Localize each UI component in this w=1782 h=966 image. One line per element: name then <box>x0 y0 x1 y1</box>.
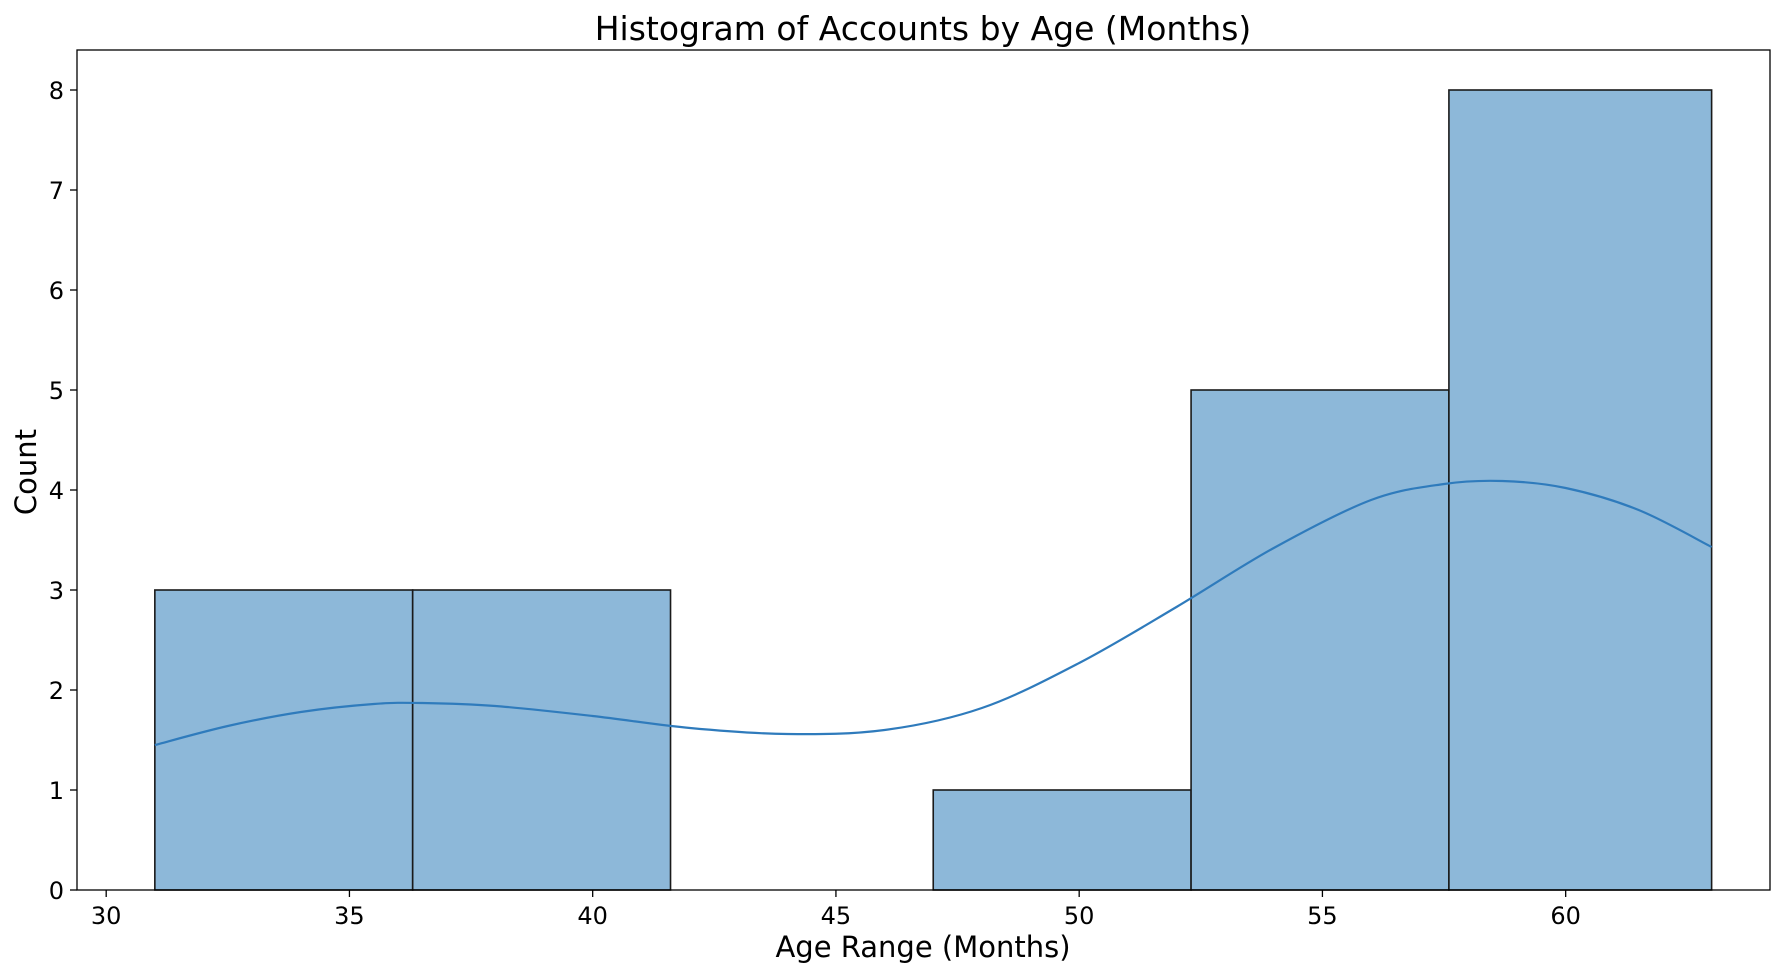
y-tick-label: 5 <box>49 377 64 405</box>
chart-title: Histogram of Accounts by Age (Months) <box>595 9 1252 48</box>
kde-curve <box>154 479 1713 747</box>
x-tick-label: 40 <box>577 902 608 930</box>
x-tick-label: 55 <box>1307 902 1338 930</box>
y-tick-label: 8 <box>49 77 64 105</box>
x-tick-label: 35 <box>334 902 365 930</box>
y-tick-label: 7 <box>49 177 64 205</box>
y-tick-label: 6 <box>49 277 64 305</box>
y-tick-label: 4 <box>49 477 64 505</box>
y-axis-ticks: 0 1 2 3 4 5 6 7 8 <box>49 77 77 905</box>
histogram-bar-6 <box>1448 89 1713 891</box>
kde-group <box>154 479 1713 747</box>
x-tick-label: 60 <box>1550 902 1581 930</box>
plot-frame <box>76 49 1771 891</box>
x-axis-label: Age Range (Months) <box>775 930 1070 964</box>
y-tick-label: 1 <box>49 777 64 805</box>
histogram-bar-4 <box>932 789 1192 891</box>
y-tick-label: 0 <box>49 877 64 905</box>
y-tick-label: 3 <box>49 577 64 605</box>
y-axis-label: Count <box>9 429 43 515</box>
x-tick-label: 45 <box>821 902 852 930</box>
x-tick-label: 50 <box>1064 902 1095 930</box>
x-axis-ticks: 30 35 40 45 50 55 60 <box>91 890 1581 930</box>
y-tick-label: 2 <box>49 677 64 705</box>
histogram-bar-2 <box>411 589 672 891</box>
histogram-bar-1 <box>154 589 414 891</box>
bars-group <box>154 89 1713 891</box>
histogram-bar-5 <box>1190 389 1450 891</box>
x-tick-label: 30 <box>91 902 122 930</box>
